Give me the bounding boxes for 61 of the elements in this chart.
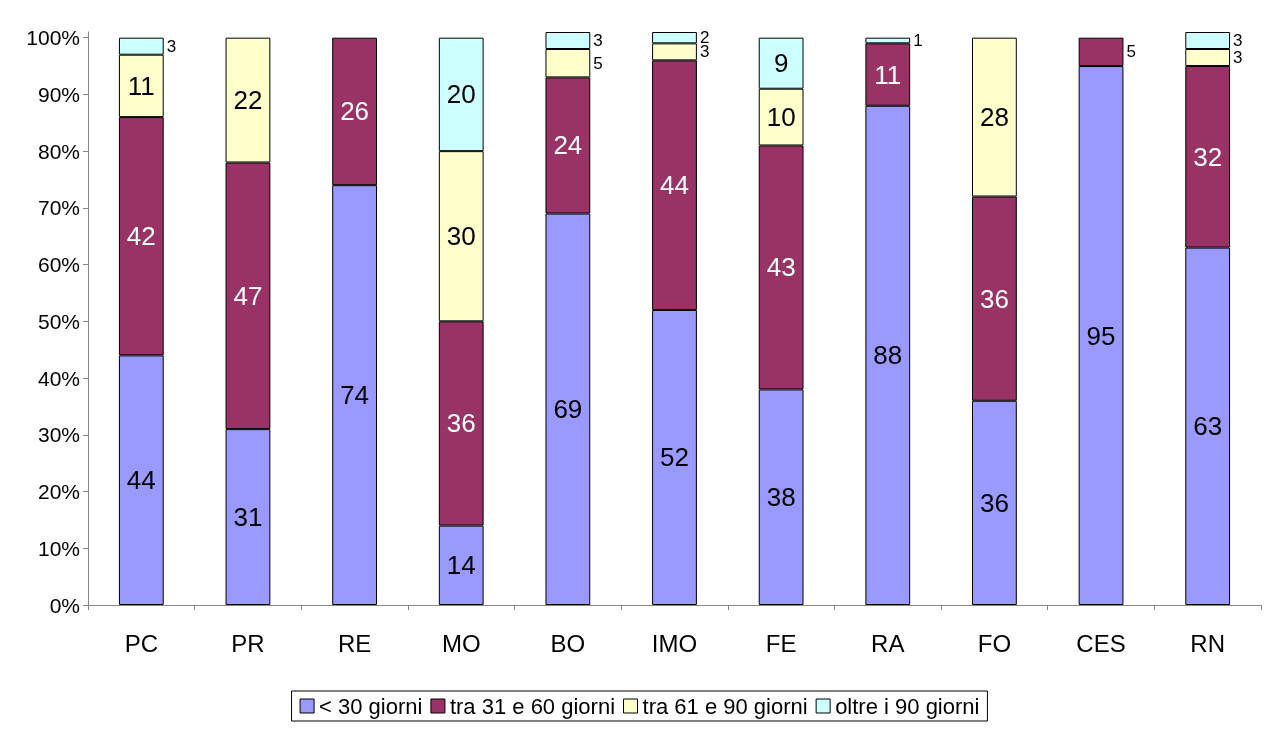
data-label: 3: [593, 31, 603, 51]
x-tick-label: BO: [550, 629, 586, 657]
data-label: 47: [233, 280, 263, 311]
data-label: 3: [1233, 48, 1243, 68]
data-label: 36: [446, 408, 476, 439]
data-label: 14: [446, 550, 476, 581]
y-tick-label: 90%: [37, 82, 80, 106]
data-label: 36: [979, 487, 1009, 518]
data-label: 9: [773, 48, 789, 79]
y-tick-label: 40%: [37, 366, 80, 390]
data-label: 22: [233, 85, 263, 116]
data-label: 43: [766, 252, 796, 283]
data-label: 38: [766, 482, 796, 513]
x-tick-label: RA: [871, 629, 905, 657]
y-tick-label: 30%: [37, 423, 80, 447]
data-label: 63: [1193, 411, 1223, 442]
data-label: 44: [126, 465, 156, 496]
y-tick-label: 80%: [37, 139, 80, 163]
data-label: 3: [166, 36, 177, 56]
legend-label: tra 31 e 60 giorni: [449, 693, 616, 719]
data-label: 24: [553, 130, 583, 161]
x-tick-label: PR: [231, 629, 265, 657]
data-label: 69: [553, 394, 583, 425]
data-label: 36: [979, 283, 1009, 314]
data-label: 5: [1126, 42, 1136, 62]
x-tick-label: RE: [337, 629, 372, 657]
data-label: 52: [660, 442, 689, 473]
data-label: 88: [873, 340, 903, 371]
y-tick-label: 60%: [37, 253, 80, 277]
y-tick-label: 0%: [49, 593, 80, 617]
data-label: 42: [126, 221, 156, 252]
data-label: 26: [340, 96, 370, 127]
data-label: 95: [1086, 320, 1116, 351]
legend-label: oltre i 90 giorni: [835, 693, 980, 719]
legend-label: < 30 giorni: [319, 693, 423, 719]
data-label: 20: [446, 79, 476, 110]
y-tick-label: 10%: [37, 536, 80, 560]
y-tick-label: 50%: [37, 309, 80, 333]
data-label: 32: [1193, 141, 1223, 172]
data-label: 11: [874, 59, 902, 90]
data-label: 1: [913, 31, 923, 51]
data-label: 31: [233, 502, 263, 533]
x-tick-label: FE: [765, 629, 797, 657]
data-label: 44: [660, 170, 689, 201]
x-tick-label: FO: [977, 629, 1012, 657]
y-tick-label: 70%: [37, 196, 80, 220]
data-label: 11: [127, 70, 155, 101]
legend-label: tra 61 e 90 giorni: [642, 693, 808, 719]
x-tick-label: MO: [441, 629, 481, 657]
data-label: 3: [1233, 31, 1243, 51]
x-tick-label: PC: [124, 629, 158, 657]
x-tick-label: IMO: [651, 629, 698, 657]
x-tick-label: RN: [1190, 629, 1226, 657]
y-tick-label: 20%: [37, 480, 80, 504]
data-label: 10: [766, 102, 796, 133]
data-label: 30: [446, 221, 476, 252]
data-label: 74: [340, 380, 370, 411]
y-tick-label: 100%: [26, 26, 80, 50]
data-label: 5: [593, 53, 603, 73]
data-label: 28: [979, 102, 1009, 133]
x-tick-label: CES: [1076, 629, 1126, 657]
